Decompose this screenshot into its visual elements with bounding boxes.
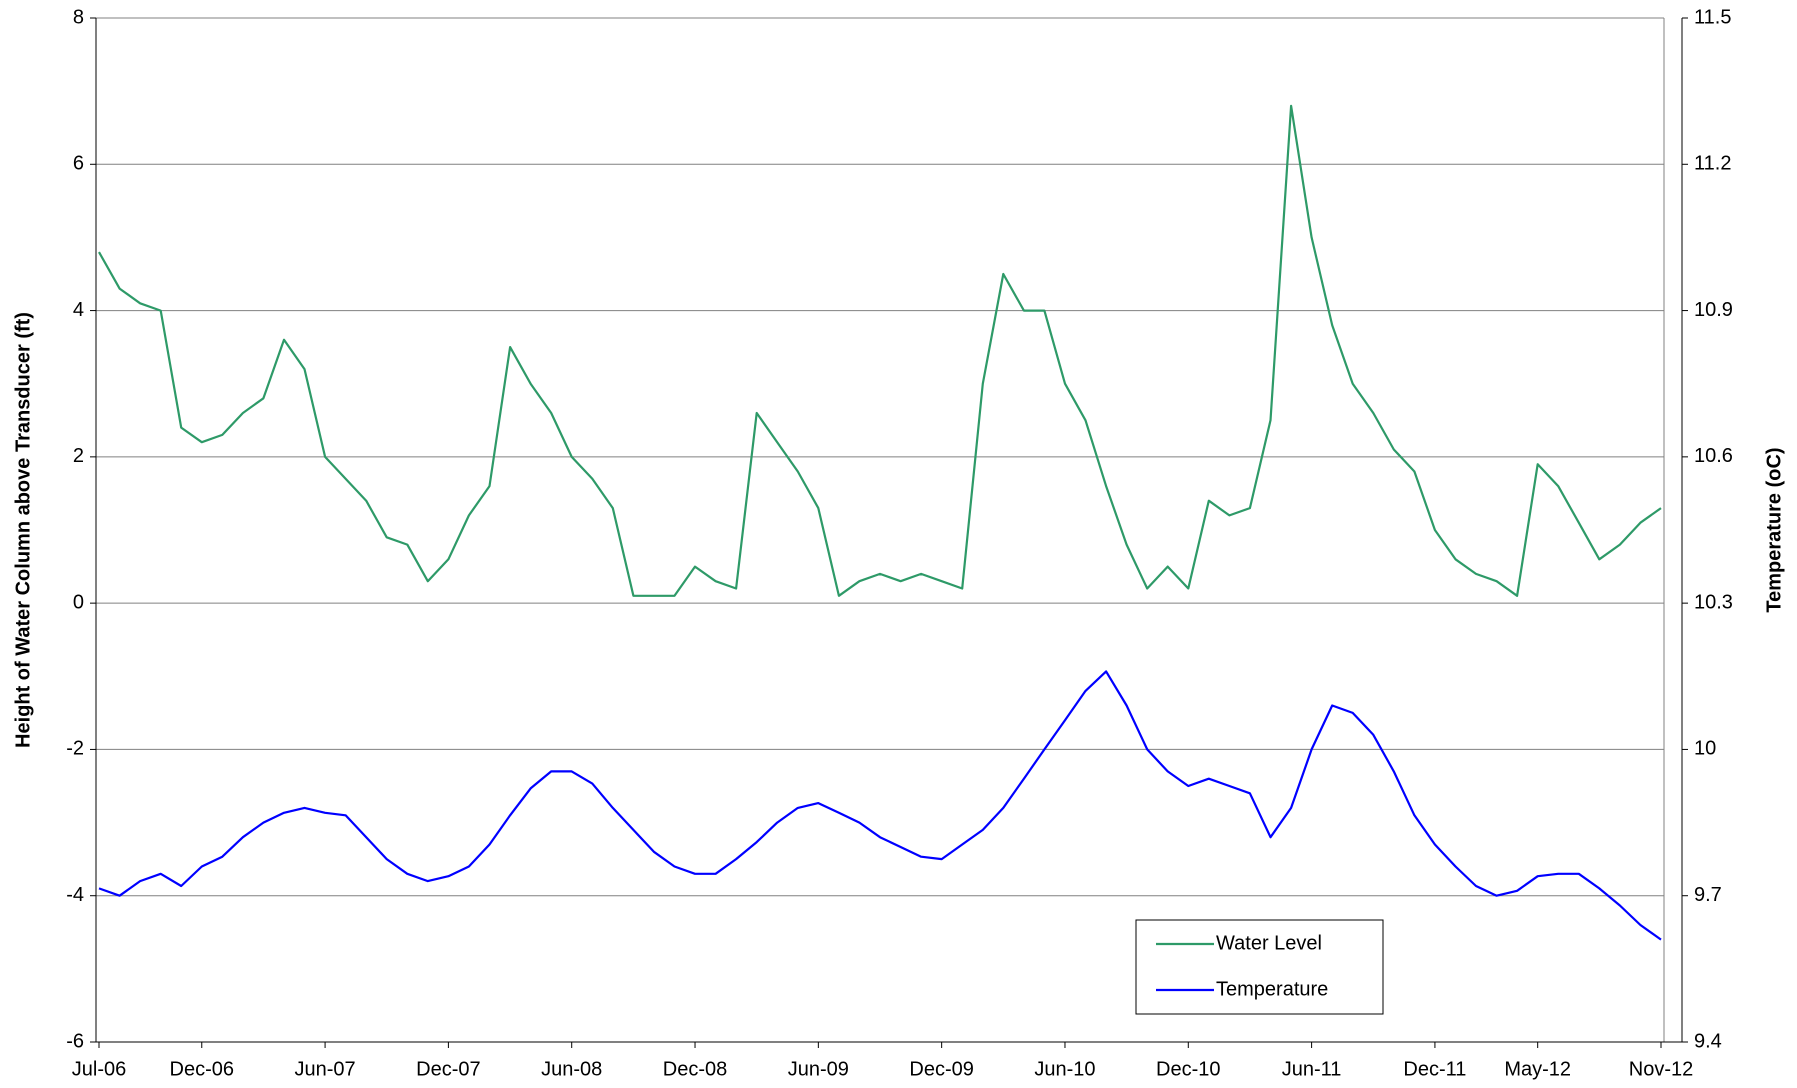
y2-tick-label: 9.4 bbox=[1694, 1030, 1722, 1052]
series-line bbox=[98, 104, 1662, 597]
y-tick-label: 6 bbox=[73, 153, 84, 175]
y-axis-title: Height of Water Column above Transducer … bbox=[12, 312, 34, 748]
y-tick-label: 0 bbox=[73, 591, 84, 613]
x-tick-label: Dec-08 bbox=[663, 1058, 727, 1080]
x-tick-label: Dec-11 bbox=[1403, 1058, 1466, 1080]
x-tick-label: Dec-07 bbox=[416, 1058, 480, 1080]
x-tick-label: Nov-12 bbox=[1629, 1058, 1693, 1080]
y2-tick-label: 10.6 bbox=[1694, 445, 1733, 467]
y-tick-label: 2 bbox=[73, 445, 84, 467]
x-tick-label: Jun-10 bbox=[1034, 1058, 1095, 1080]
x-tick-label: Jul-06 bbox=[72, 1058, 126, 1080]
x-tick-label: May-12 bbox=[1504, 1058, 1571, 1080]
y2-tick-label: 10.9 bbox=[1694, 299, 1733, 321]
x-tick-label: Dec-10 bbox=[1156, 1058, 1220, 1080]
y-tick-label: 8 bbox=[73, 6, 84, 28]
x-tick-label: Dec-06 bbox=[170, 1058, 234, 1080]
y-tick-label: -6 bbox=[66, 1030, 84, 1052]
legend-box bbox=[1135, 919, 1384, 1015]
y-tick-label: 4 bbox=[73, 299, 84, 321]
x-tick-label: Jun-08 bbox=[541, 1058, 602, 1080]
y-tick-label: -2 bbox=[66, 738, 84, 760]
x-tick-label: Jun-09 bbox=[788, 1058, 849, 1080]
y2-tick-label: 10 bbox=[1694, 738, 1716, 760]
x-tick-label: Jun-07 bbox=[295, 1058, 356, 1080]
y2-tick-label: 11.2 bbox=[1694, 153, 1731, 175]
legend-label: Temperature bbox=[1216, 978, 1328, 1000]
legend-label: Water Level bbox=[1216, 932, 1322, 954]
series-line bbox=[98, 670, 1662, 941]
x-tick-label: Jun-11 bbox=[1282, 1058, 1342, 1080]
y2-tick-label: 11.5 bbox=[1694, 6, 1731, 28]
y2-tick-label: 9.7 bbox=[1694, 884, 1722, 906]
y2-tick-label: 10.3 bbox=[1694, 591, 1733, 613]
x-tick-label: Dec-09 bbox=[909, 1058, 973, 1080]
y2-axis-title: Temperature (oC) bbox=[1763, 447, 1785, 612]
y-tick-label: -4 bbox=[66, 884, 84, 906]
